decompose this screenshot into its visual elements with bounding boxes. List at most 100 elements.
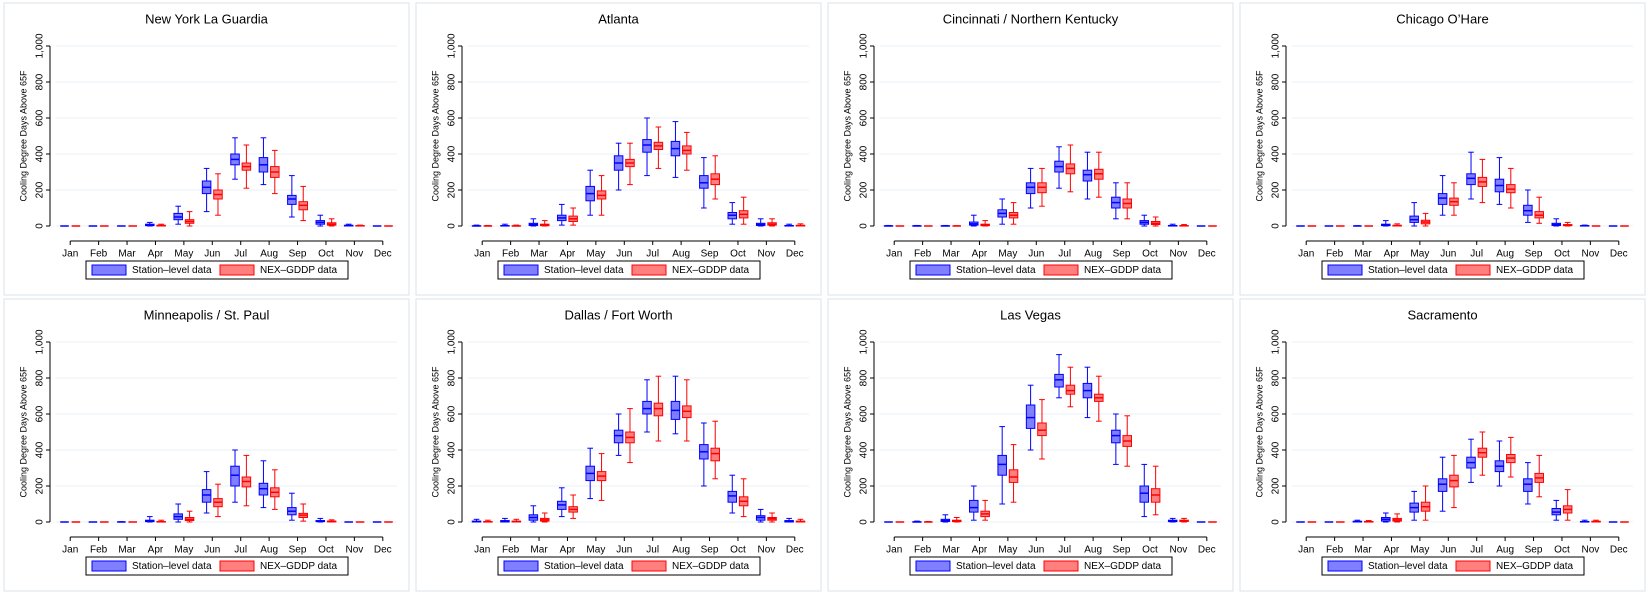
y-tick-label: 600 [35, 405, 46, 422]
legend-swatch [1455, 560, 1491, 572]
x-tick-label: Sep [1113, 249, 1131, 260]
legend-swatch [1455, 264, 1491, 276]
x-tick-label: Mar [118, 249, 136, 260]
box [1054, 373, 1064, 388]
legend-label: NEX–GDDP data [1084, 561, 1162, 572]
y-tick-label: 1,000 [859, 329, 870, 354]
x-tick-label: Aug [672, 545, 690, 556]
y-tick-label: 400 [859, 145, 870, 162]
x-tick-label: Nov [345, 249, 363, 260]
x-tick-label: Apr [972, 545, 988, 556]
box [1025, 404, 1036, 429]
legend-swatch [1043, 264, 1079, 276]
box [287, 194, 297, 205]
panel-title: Minneapolis / St. Paul [144, 307, 270, 322]
y-tick-label: 600 [859, 405, 870, 422]
x-tick-label: Feb [90, 545, 108, 556]
y-tick-label: 600 [35, 109, 46, 126]
x-tick-label: Jan [62, 545, 78, 556]
y-tick-label: 1,000 [35, 33, 46, 58]
y-tick-label: 0 [1271, 223, 1282, 229]
x-tick-label: May [586, 249, 605, 260]
x-tick-label: Feb [502, 545, 520, 556]
panel-frame [1239, 298, 1646, 592]
y-tick-label: 600 [447, 109, 458, 126]
x-tick-label: Jul [234, 249, 247, 260]
panel: Sacramento Cooling Degree Days Above 65F 0… [1239, 298, 1646, 592]
x-tick-label: Oct [1142, 545, 1158, 556]
x-tick-label: Sep [289, 249, 307, 260]
x-tick-label: Apr [560, 249, 576, 260]
x-tick-label: Aug [1496, 249, 1514, 260]
x-tick-label: Jun [1440, 545, 1456, 556]
y-axis-label: Cooling Degree Days Above 65F [1254, 70, 1264, 202]
x-tick-label: Mar [1354, 545, 1372, 556]
legend-swatch [1327, 560, 1363, 572]
x-tick-label: Aug [672, 249, 690, 260]
y-tick-label: 200 [35, 477, 46, 494]
y-tick-label: 800 [447, 369, 458, 386]
y-tick-label: 200 [447, 181, 458, 198]
x-tick-label: Nov [1581, 545, 1599, 556]
y-tick-label: 600 [1271, 405, 1282, 422]
x-tick-label: May [174, 545, 193, 556]
legend-frame [497, 260, 761, 280]
x-tick-label: Mar [942, 249, 960, 260]
legend-label: NEX–GDDP data [672, 265, 750, 276]
x-tick-label: Feb [502, 249, 520, 260]
x-tick-label: Nov [1169, 249, 1187, 260]
legend-frame [85, 260, 349, 280]
y-axis-label: Cooling Degree Days Above 65F [842, 70, 852, 202]
y-tick-label: 200 [859, 181, 870, 198]
legend-frame [1321, 260, 1585, 280]
legend-swatch [1327, 264, 1363, 276]
panel: Minneapolis / St. Paul Cooling Degree Day… [3, 298, 410, 592]
x-tick-label: Jan [886, 249, 902, 260]
legend-label: Station–level data [544, 561, 624, 572]
y-tick-label: 800 [859, 369, 870, 386]
box [1082, 169, 1093, 182]
legend-label: Station–level data [956, 561, 1036, 572]
legend-swatch [91, 560, 127, 572]
y-tick-label: 1,000 [35, 329, 46, 354]
x-tick-label: Jan [474, 545, 490, 556]
x-tick-label: Apr [972, 249, 988, 260]
x-tick-label: Jun [616, 545, 632, 556]
y-tick-label: 400 [447, 145, 458, 162]
x-tick-label: Jan [886, 545, 902, 556]
box [653, 402, 664, 417]
y-tick-label: 600 [447, 405, 458, 422]
legend-label: NEX–GDDP data [1496, 265, 1574, 276]
x-tick-label: Mar [530, 545, 548, 556]
x-tick-label: Jul [646, 249, 659, 260]
box [642, 139, 652, 153]
y-tick-label: 0 [859, 223, 870, 229]
x-tick-label: Apr [148, 249, 164, 260]
x-tick-label: Mar [942, 545, 960, 556]
y-tick-label: 400 [447, 441, 458, 458]
panel-frame [3, 298, 410, 592]
x-tick-label: Dec [374, 249, 392, 260]
x-tick-label: Apr [148, 545, 164, 556]
legend-swatch [631, 264, 667, 276]
x-tick-label: Dec [786, 545, 804, 556]
x-tick-label: Jun [204, 249, 220, 260]
y-tick-label: 400 [859, 441, 870, 458]
y-tick-label: 0 [35, 223, 46, 229]
legend-swatch [1043, 560, 1079, 572]
x-tick-label: Nov [1169, 545, 1187, 556]
x-tick-label: Dec [1610, 545, 1628, 556]
y-tick-label: 600 [859, 109, 870, 126]
y-tick-label: 200 [35, 181, 46, 198]
x-tick-label: Jul [234, 545, 247, 556]
x-tick-label: Jul [1058, 545, 1071, 556]
panel-frame [827, 298, 1234, 592]
x-tick-label: Dec [1198, 545, 1216, 556]
panel: Dallas / Fort Worth Cooling Degree Days A… [415, 298, 822, 592]
legend-frame [497, 556, 761, 576]
box [230, 465, 240, 487]
x-tick-label: Feb [1326, 249, 1344, 260]
x-tick-label: Jan [1298, 249, 1314, 260]
y-tick-label: 200 [1271, 477, 1282, 494]
